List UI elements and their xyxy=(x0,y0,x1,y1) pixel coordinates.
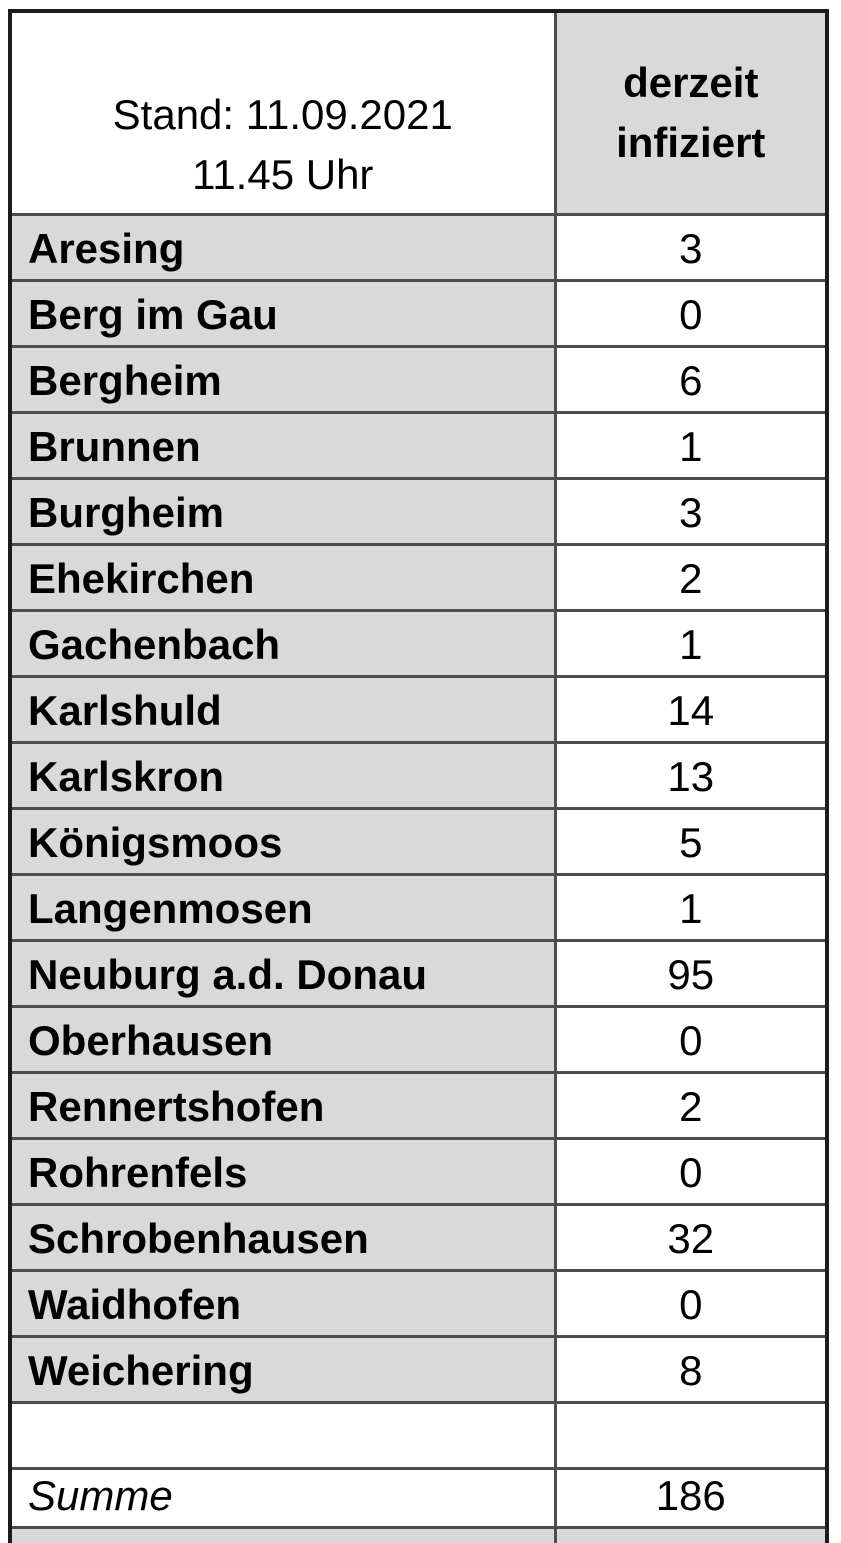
municipality-name-cell: Burgheim xyxy=(8,476,557,546)
infected-count-cell: 2 xyxy=(553,542,829,612)
infected-count-cell: 0 xyxy=(553,1268,829,1338)
infected-count-cell: 0 xyxy=(553,1136,829,1206)
table-row: Burgheim 3 xyxy=(8,476,829,546)
municipality-name-cell: Rohrenfels xyxy=(8,1136,557,1206)
summary-row: Summe 186 xyxy=(8,1466,829,1529)
table-row: Neuburg a.d. Donau 95 xyxy=(8,938,829,1008)
summary-label-cell: Summe xyxy=(8,1466,557,1529)
table-row: Ehekirchen 2 xyxy=(8,542,829,612)
summary-value-cell: 186 xyxy=(553,1466,829,1529)
infected-column-header-cell: derzeit infiziert xyxy=(553,9,829,216)
infected-count-cell: 6 xyxy=(553,344,829,414)
infected-count-cell: 1 xyxy=(553,872,829,942)
infected-count-cell: 0 xyxy=(553,1004,829,1074)
municipality-name-cell: Aresing xyxy=(8,212,557,282)
timestamp-line2: 11.45 Uhr xyxy=(192,150,374,198)
municipality-name-cell: Waidhofen xyxy=(8,1268,557,1338)
table-row: Berg im Gau 0 xyxy=(8,278,829,348)
municipality-name-cell: Ehekirchen xyxy=(8,542,557,612)
table-row: Langenmosen 1 xyxy=(8,872,829,942)
table-row: Oberhausen 0 xyxy=(8,1004,829,1074)
header-row: Stand: 11.09.2021 11.45 Uhr derzeit infi… xyxy=(8,9,829,216)
municipality-name-cell: Brunnen xyxy=(8,410,557,480)
municipality-name-cell: Schrobenhausen xyxy=(8,1202,557,1272)
partial-value-cell xyxy=(553,1525,829,1543)
cutoff-partial-row xyxy=(8,1525,829,1543)
empty-value-cell xyxy=(553,1400,829,1470)
municipality-name-cell: Karlskron xyxy=(8,740,557,810)
table-row: Gachenbach 1 xyxy=(8,608,829,678)
empty-name-cell xyxy=(8,1400,557,1470)
infected-count-cell: 3 xyxy=(553,212,829,282)
table-row: Rohrenfels 0 xyxy=(8,1136,829,1206)
table-row: Königsmoos 5 xyxy=(8,806,829,876)
infected-count-cell: 14 xyxy=(553,674,829,744)
infected-count-cell: 95 xyxy=(553,938,829,1008)
municipality-name-cell: Langenmosen xyxy=(8,872,557,942)
infected-header-line1: derzeit xyxy=(623,59,759,107)
infected-count-cell: 32 xyxy=(553,1202,829,1272)
infected-header-line2: infiziert xyxy=(616,118,766,166)
table-row: Waidhofen 0 xyxy=(8,1268,829,1338)
table-row: Karlshuld 14 xyxy=(8,674,829,744)
infected-count-cell: 0 xyxy=(553,278,829,348)
municipality-name-cell: Rennertshofen xyxy=(8,1070,557,1140)
table-row: Karlskron 13 xyxy=(8,740,829,810)
infected-count-cell: 13 xyxy=(553,740,829,810)
infected-count-cell: 1 xyxy=(553,410,829,480)
municipality-name-cell: Weichering xyxy=(8,1334,557,1404)
timestamp-header-cell: Stand: 11.09.2021 11.45 Uhr xyxy=(8,9,557,216)
municipality-name-cell: Bergheim xyxy=(8,344,557,414)
municipality-name-cell: Berg im Gau xyxy=(8,278,557,348)
table-row: Rennertshofen 2 xyxy=(8,1070,829,1140)
municipality-name-cell: Königsmoos xyxy=(8,806,557,876)
table-row: Weichering 8 xyxy=(8,1334,829,1404)
municipality-name-cell: Neuburg a.d. Donau xyxy=(8,938,557,1008)
partial-name-cell xyxy=(8,1525,557,1543)
table-row: Bergheim 6 xyxy=(8,344,829,414)
table-row: Schrobenhausen 32 xyxy=(8,1202,829,1272)
infection-table: Stand: 11.09.2021 11.45 Uhr derzeit infi… xyxy=(8,9,829,1543)
infected-count-cell: 1 xyxy=(553,608,829,678)
empty-row xyxy=(8,1400,829,1470)
infected-count-cell: 3 xyxy=(553,476,829,546)
municipality-name-cell: Oberhausen xyxy=(8,1004,557,1074)
table-row: Brunnen 1 xyxy=(8,410,829,480)
municipality-name-cell: Karlshuld xyxy=(8,674,557,744)
table-row: Aresing 3 xyxy=(8,212,829,282)
timestamp-line1: Stand: 11.09.2021 xyxy=(112,91,453,139)
infected-count-cell: 5 xyxy=(553,806,829,876)
infected-count-cell: 2 xyxy=(553,1070,829,1140)
municipality-name-cell: Gachenbach xyxy=(8,608,557,678)
infected-count-cell: 8 xyxy=(553,1334,829,1404)
